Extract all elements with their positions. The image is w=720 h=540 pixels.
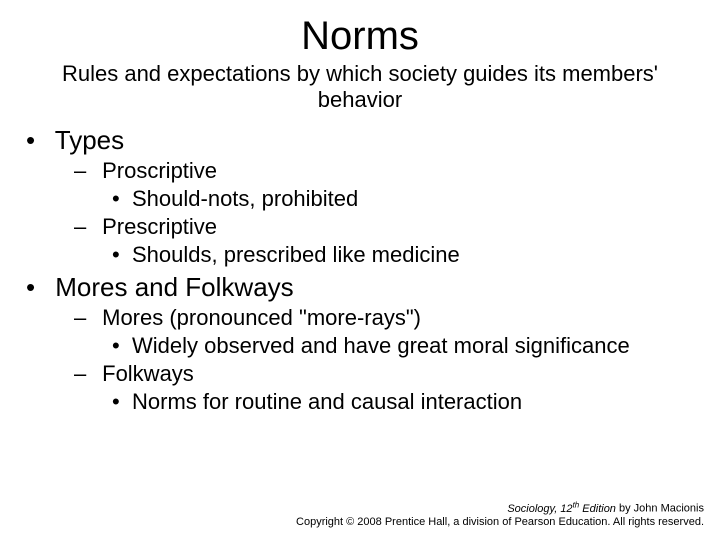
footer-edition: Edition	[579, 503, 616, 515]
bullet-label: Should-nots, prohibited	[132, 186, 358, 211]
bullet-label: Prescriptive	[102, 214, 217, 239]
footer-book-title: Sociology, 12	[507, 503, 572, 515]
bullet-sublist: Proscriptive Should-nots, prohibited Pre…	[48, 158, 696, 268]
bullet-sublist: Mores (pronounced "more-rays") Widely ob…	[48, 305, 696, 415]
bullet-lvl2: Prescriptive Shoulds, prescribed like me…	[96, 214, 696, 268]
bullet-label: Types	[55, 125, 124, 155]
bullet-lvl3: Should-nots, prohibited	[132, 186, 696, 212]
footer-line-1: Sociology, 12th Edition by John Macionis	[296, 500, 704, 516]
bullet-sublist: Should-nots, prohibited	[96, 186, 696, 212]
bullet-lvl3: Shoulds, prescribed like medicine	[132, 242, 696, 268]
bullet-sublist: Widely observed and have great moral sig…	[96, 333, 696, 359]
slide-footer: Sociology, 12th Edition by John Macionis…	[296, 500, 704, 530]
bullet-label: Widely observed and have great moral sig…	[132, 333, 630, 358]
footer-book: Sociology, 12th Edition	[507, 503, 619, 515]
bullet-sublist: Shoulds, prescribed like medicine	[96, 242, 696, 268]
bullet-list: Types Proscriptive Should-nots, prohibit…	[24, 125, 696, 415]
slide: Norms Rules and expectations by which so…	[0, 0, 720, 540]
bullet-lvl1: Types Proscriptive Should-nots, prohibit…	[48, 125, 696, 268]
bullet-lvl2: Mores (pronounced "more-rays") Widely ob…	[96, 305, 696, 359]
bullet-label: Mores and Folkways	[55, 272, 293, 302]
slide-title: Norms	[24, 14, 696, 59]
bullet-lvl2: Folkways Norms for routine and causal in…	[96, 361, 696, 415]
bullet-sublist: Norms for routine and causal interaction	[96, 389, 696, 415]
bullet-label: Mores (pronounced "more-rays")	[102, 305, 421, 330]
bullet-lvl3: Widely observed and have great moral sig…	[132, 333, 696, 359]
bullet-label: Folkways	[102, 361, 194, 386]
bullet-label: Shoulds, prescribed like medicine	[132, 242, 460, 267]
footer-line-2: Copyright © 2008 Prentice Hall, a divisi…	[296, 516, 704, 530]
bullet-lvl1: Mores and Folkways Mores (pronounced "mo…	[48, 272, 696, 415]
bullet-lvl2: Proscriptive Should-nots, prohibited	[96, 158, 696, 212]
footer-author: by John Macionis	[619, 503, 704, 515]
bullet-label: Proscriptive	[102, 158, 217, 183]
slide-subtitle: Rules and expectations by which society …	[60, 61, 660, 113]
bullet-lvl3: Norms for routine and causal interaction	[132, 389, 696, 415]
bullet-label: Norms for routine and causal interaction	[132, 389, 522, 414]
